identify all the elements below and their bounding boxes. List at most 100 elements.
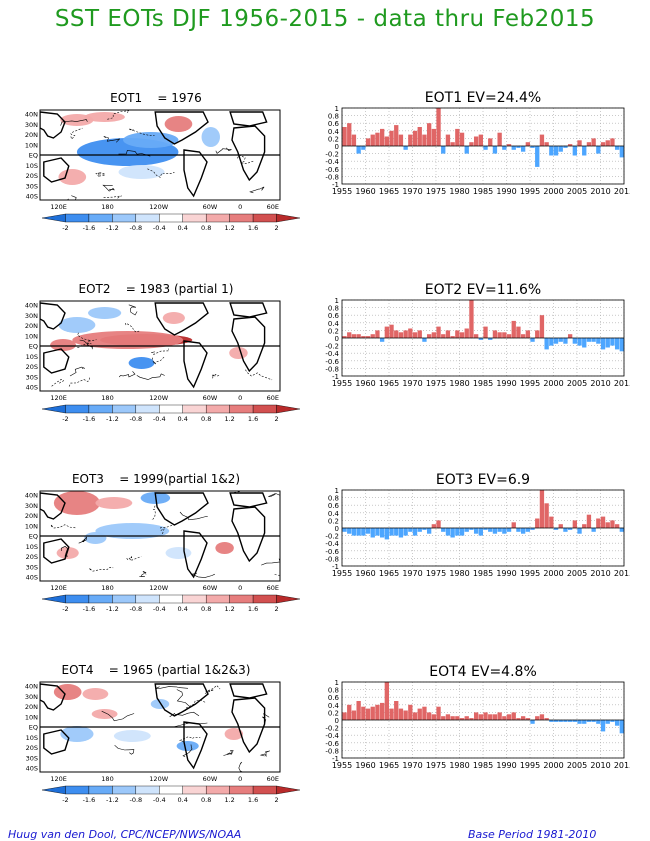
bar: [365, 528, 371, 534]
bar: [361, 706, 366, 720]
y-tick-label: 0.8: [328, 113, 339, 121]
lat-label: 10N: [25, 332, 38, 340]
bar-chart-svg: EOT4 EV=4.8% 10.80.60.40.20-0.2-0.4-0.6-0…: [325, 664, 634, 770]
lat-label: 20N: [25, 322, 38, 330]
x-tick-label: 1975: [426, 761, 446, 770]
coastline: [229, 492, 268, 508]
bar: [342, 336, 347, 338]
colorbar-segment: [205, 213, 230, 223]
lat-label: 20S: [26, 553, 38, 561]
lon-label: 120W: [149, 775, 168, 783]
colorbar-label: 1.2: [224, 224, 234, 232]
x-tick-label: 2010: [590, 569, 610, 578]
bar: [417, 708, 422, 720]
anomaly-blob: [229, 347, 248, 359]
bar: [488, 338, 493, 340]
y-tick-label: 0: [335, 335, 339, 343]
bar: [610, 720, 615, 722]
x-tick-label: 1970: [402, 569, 422, 578]
lon-label: 60W: [203, 394, 218, 402]
anomaly-blob: [53, 491, 100, 515]
colorbar-label: -0.4: [153, 605, 166, 613]
bar: [445, 330, 451, 338]
bar: [577, 338, 582, 346]
anomaly-blob: [113, 730, 151, 742]
contour-line: [212, 374, 220, 379]
bar: [426, 334, 432, 338]
bar: [586, 720, 592, 722]
map-title: EOT4 = 1965 (partial 1&2&3): [62, 664, 251, 677]
lat-label: 10S: [26, 353, 38, 361]
contour-line: [118, 150, 151, 157]
bar: [520, 334, 526, 338]
contour-line: [176, 689, 190, 707]
bar: [408, 528, 413, 532]
colorbar-segment: [205, 404, 230, 414]
x-tick-label: 2000: [543, 379, 563, 388]
contour-line: [66, 195, 77, 200]
bar: [530, 338, 535, 342]
lat-label: 20N: [25, 512, 38, 520]
bar: [351, 134, 357, 146]
bar: [445, 528, 451, 536]
bar: [506, 528, 512, 532]
colorbar-segment: [41, 213, 66, 223]
bar: [572, 720, 577, 722]
bar: [473, 712, 479, 720]
bar: [600, 142, 606, 146]
contour-line: [114, 744, 135, 755]
coastline: [40, 111, 66, 139]
colorbar-label: -0.4: [153, 415, 166, 423]
bar: [459, 528, 465, 536]
y-tick-label: 0.2: [328, 327, 339, 335]
anomaly-blob: [150, 699, 170, 709]
coastline: [229, 683, 268, 699]
y-tick-label: 0.2: [328, 517, 339, 525]
lat-label: 40S: [26, 193, 38, 201]
bar: [596, 338, 601, 344]
y-tick-label: -0.8: [325, 555, 339, 563]
contour-line: [107, 110, 129, 120]
bar: [530, 528, 535, 530]
anomaly-blob: [165, 547, 192, 559]
anomaly-blob: [50, 339, 76, 351]
map-title: EOT3 = 1999(partial 1&2): [72, 473, 240, 486]
lon-label: 60E: [267, 394, 279, 402]
lon-label: 180: [101, 203, 113, 211]
bar: [450, 336, 455, 338]
coastline: [154, 111, 209, 145]
y-tick-label: 0.8: [328, 305, 339, 313]
lon-label: 0: [238, 775, 242, 783]
lat-label: 40N: [25, 683, 38, 691]
x-tick-label: 1965: [379, 569, 399, 578]
lat-label: 20S: [26, 744, 38, 752]
bar: [483, 326, 488, 338]
bar: [375, 704, 380, 720]
bar: [539, 315, 545, 338]
bar: [605, 338, 610, 348]
bar: [450, 716, 455, 720]
bar: [567, 720, 573, 722]
map-title: EOT2 = 1983 (partial 1): [79, 283, 234, 296]
bar: [577, 528, 582, 534]
bar: [535, 518, 540, 528]
bar: [605, 720, 610, 724]
contour-line: [126, 555, 142, 561]
colorbar-segment: [182, 213, 207, 223]
bar: [408, 328, 413, 338]
bar: [459, 132, 465, 146]
colorbar-segment: [276, 594, 301, 604]
lon-label: 120W: [149, 584, 168, 592]
x-tick-label: 1985: [473, 187, 493, 196]
y-tick-label: -0.2: [325, 343, 339, 351]
colorbar-segment: [135, 785, 160, 795]
lat-label: 30S: [26, 563, 38, 571]
y-tick-label: -0.6: [325, 166, 339, 174]
lon-label: 180: [101, 394, 113, 402]
colorbar-label: -1.6: [83, 415, 96, 423]
bar: [577, 720, 582, 724]
y-tick-label: -0.2: [325, 151, 339, 159]
bar: [412, 332, 418, 338]
bar: [464, 528, 469, 532]
x-tick-label: 1985: [473, 569, 493, 578]
